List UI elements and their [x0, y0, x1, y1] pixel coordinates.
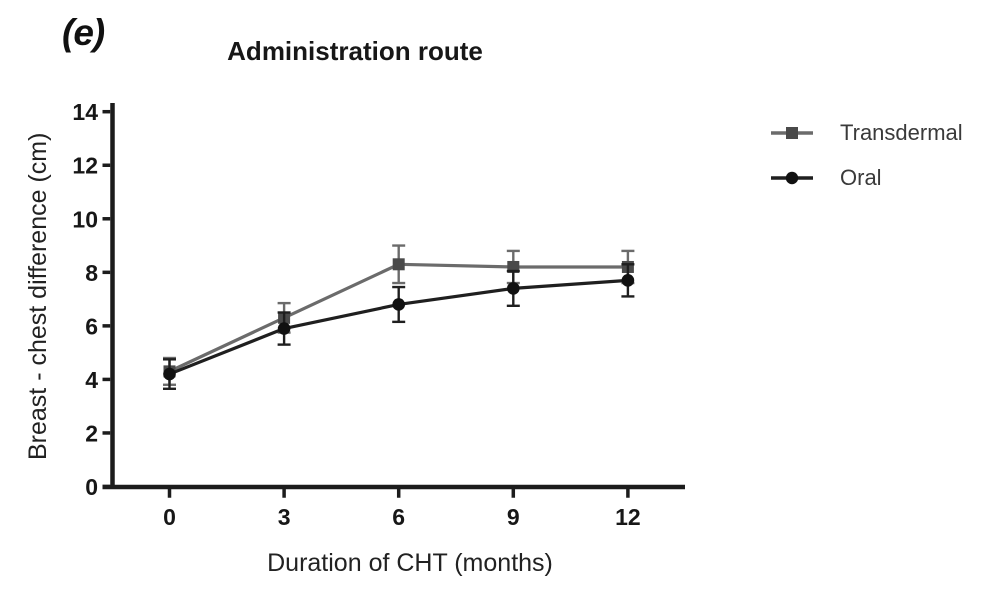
x-tick-label: 6 [392, 504, 405, 530]
series-oral [163, 263, 635, 390]
legend-label-oral: Oral [840, 165, 882, 190]
x-tick-label: 3 [278, 504, 291, 530]
x-tick-label: 9 [507, 504, 520, 530]
square-marker-icon [392, 258, 405, 271]
circle-marker-icon [277, 322, 291, 335]
x-tick-label: 0 [163, 504, 176, 530]
x-axis-title: Duration of CHT (months) [267, 549, 553, 577]
circle-marker-icon [163, 367, 176, 381]
y-tick-label: 8 [85, 260, 98, 286]
circle-marker-icon [392, 298, 406, 311]
legend-item-transdermal: Transdermal [769, 119, 963, 147]
circle-marker-icon [769, 164, 815, 192]
panel-label: (e) [62, 12, 105, 53]
chart-title: Administration route [227, 36, 483, 66]
y-tick-label: 14 [72, 99, 98, 125]
circle-marker-icon [621, 274, 635, 287]
x-tick-label: 12 [615, 504, 641, 530]
y-tick-label: 6 [85, 313, 98, 339]
y-tick-label: 2 [85, 420, 98, 446]
y-tick-label: 12 [72, 153, 98, 179]
axes: 0 2 4 6 8 10 12 14 0 3 6 9 12 [72, 99, 685, 530]
legend: Transdermal Oral [769, 119, 963, 192]
y-tick-label: 0 [85, 474, 98, 500]
circle-marker-icon [507, 282, 520, 295]
legend-label-transdermal: Transdermal [840, 120, 963, 145]
y-tick-label: 4 [85, 367, 98, 393]
y-tick-label: 10 [72, 206, 98, 232]
y-axis-title: Breast - chest difference (cm) [24, 132, 52, 460]
square-marker-icon [769, 119, 815, 147]
legend-item-oral: Oral [769, 164, 963, 192]
